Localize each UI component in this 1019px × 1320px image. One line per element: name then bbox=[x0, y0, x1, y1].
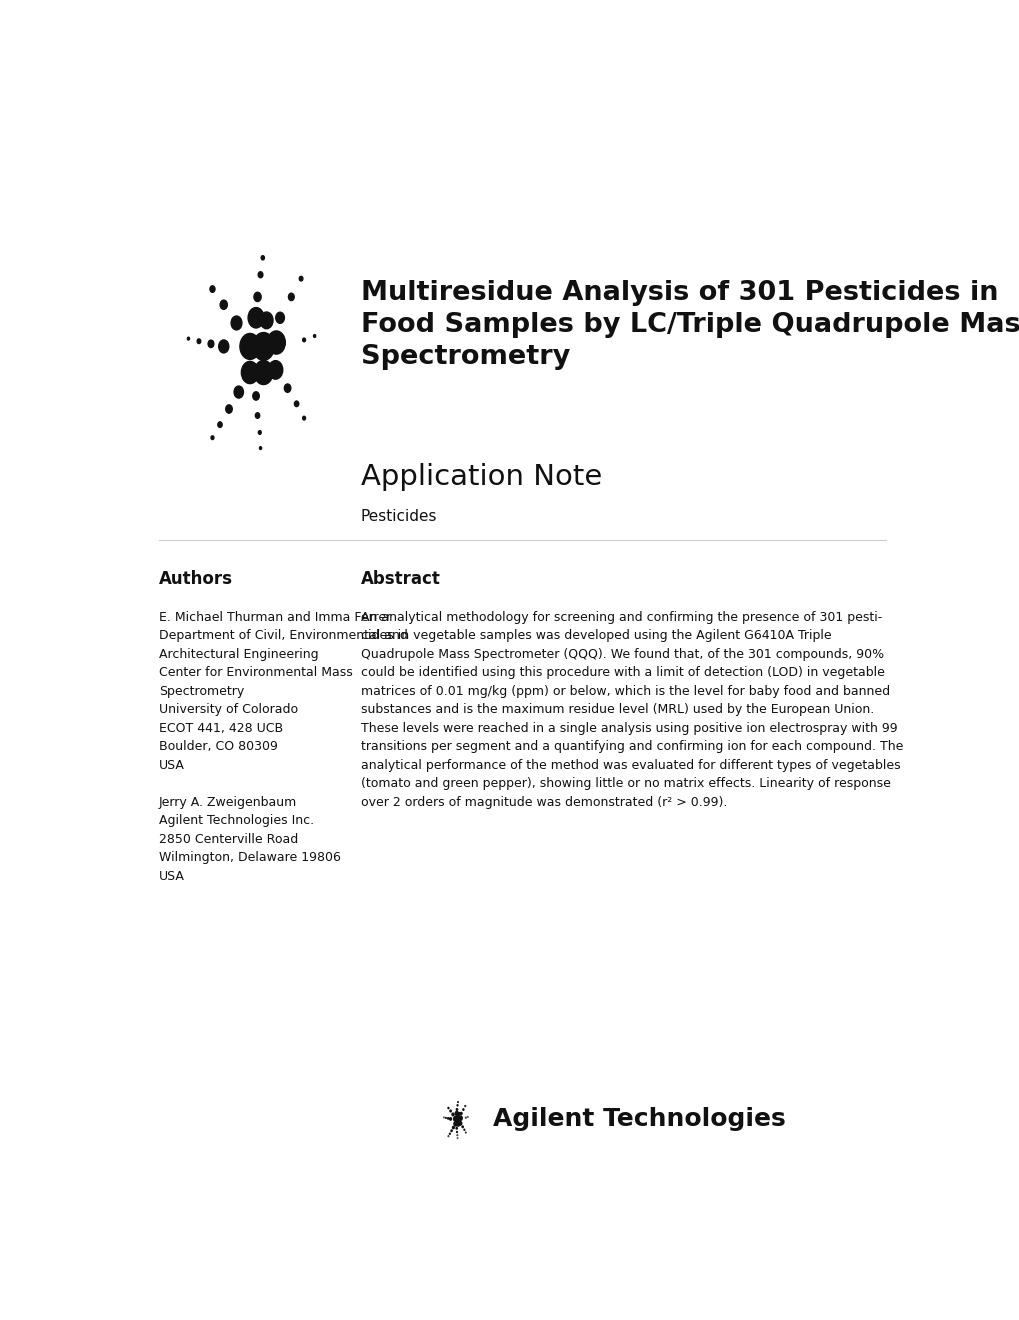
Circle shape bbox=[254, 360, 273, 384]
Circle shape bbox=[260, 312, 273, 329]
Circle shape bbox=[187, 337, 190, 341]
Circle shape bbox=[211, 436, 214, 440]
Circle shape bbox=[450, 1130, 451, 1131]
Circle shape bbox=[453, 1117, 457, 1122]
Circle shape bbox=[449, 1118, 451, 1121]
Circle shape bbox=[455, 1109, 458, 1110]
Circle shape bbox=[452, 1126, 453, 1129]
Circle shape bbox=[208, 341, 214, 347]
Circle shape bbox=[454, 1111, 458, 1115]
Circle shape bbox=[255, 413, 260, 418]
Circle shape bbox=[267, 331, 285, 354]
Circle shape bbox=[218, 422, 222, 428]
Text: Authors: Authors bbox=[159, 570, 233, 587]
Circle shape bbox=[268, 360, 282, 379]
Circle shape bbox=[210, 286, 215, 292]
Circle shape bbox=[453, 1122, 457, 1126]
Circle shape bbox=[220, 300, 227, 309]
Text: Pesticides: Pesticides bbox=[361, 510, 437, 524]
Text: Application Note: Application Note bbox=[361, 463, 601, 491]
Circle shape bbox=[449, 1110, 450, 1111]
Circle shape bbox=[447, 1118, 448, 1119]
Circle shape bbox=[294, 401, 299, 407]
Circle shape bbox=[459, 1122, 462, 1125]
Circle shape bbox=[463, 1109, 464, 1110]
Circle shape bbox=[225, 405, 232, 413]
Circle shape bbox=[261, 256, 264, 260]
Circle shape bbox=[248, 308, 264, 327]
Circle shape bbox=[218, 341, 228, 352]
Circle shape bbox=[259, 446, 261, 450]
Text: An analytical methodology for screening and confirming the presence of 301 pesti: An analytical methodology for screening … bbox=[361, 611, 902, 809]
Circle shape bbox=[455, 1122, 460, 1126]
Circle shape bbox=[242, 362, 259, 384]
Circle shape bbox=[233, 385, 244, 399]
Circle shape bbox=[460, 1113, 462, 1114]
Circle shape bbox=[197, 339, 201, 343]
Circle shape bbox=[455, 1127, 457, 1129]
Circle shape bbox=[288, 293, 293, 301]
Circle shape bbox=[253, 392, 259, 400]
Circle shape bbox=[455, 1117, 460, 1122]
Circle shape bbox=[451, 1113, 453, 1115]
Text: Abstract: Abstract bbox=[361, 570, 440, 587]
Circle shape bbox=[231, 315, 242, 330]
Circle shape bbox=[462, 1126, 463, 1127]
Circle shape bbox=[303, 416, 306, 420]
Circle shape bbox=[275, 313, 284, 323]
Circle shape bbox=[457, 1113, 460, 1115]
Circle shape bbox=[254, 292, 261, 301]
Text: E. Michael Thurman and Imma Ferrer
Department of Civil, Environmental and
Archit: E. Michael Thurman and Imma Ferrer Depar… bbox=[159, 611, 408, 883]
Circle shape bbox=[284, 384, 290, 392]
Text: Agilent Technologies: Agilent Technologies bbox=[492, 1107, 785, 1131]
Text: Multiresidue Analysis of 301 Pesticides in
Food Samples by LC/Triple Quadrupole : Multiresidue Analysis of 301 Pesticides … bbox=[361, 280, 1019, 371]
Circle shape bbox=[459, 1115, 462, 1121]
Circle shape bbox=[299, 276, 303, 281]
Circle shape bbox=[258, 430, 261, 434]
Circle shape bbox=[239, 334, 260, 359]
Circle shape bbox=[253, 333, 274, 360]
Circle shape bbox=[313, 334, 316, 338]
Circle shape bbox=[303, 338, 306, 342]
Circle shape bbox=[258, 272, 263, 277]
